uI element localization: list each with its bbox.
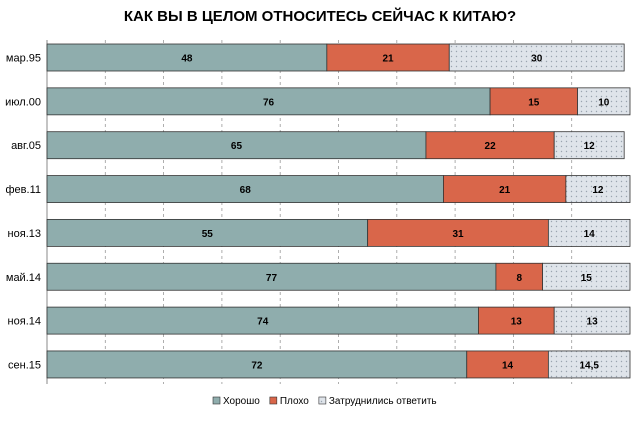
category-label: мар.95 [6,53,41,65]
data-label: 55 [202,229,214,240]
bar-segment [553,131,625,160]
bar-segment [547,218,631,247]
chart-title: КАК ВЫ В ЦЕЛОМ ОТНОСИТЕСЬ СЕЙЧАС К КИТАЮ… [123,8,517,25]
data-label: 72 [251,360,263,371]
data-label: 14 [584,229,596,240]
legend: Хорошо Плохо Затруднились ответить [212,396,437,407]
legend-label: Затруднились ответить [329,396,437,407]
data-label: 14,5 [579,360,599,371]
data-label: 12 [584,141,596,152]
category-label: авг.05 [11,140,41,152]
data-label: 31 [452,229,464,240]
data-label: 76 [263,97,275,108]
data-label: 14 [502,360,514,371]
bar-segment [46,175,444,203]
legend-label: Хорошо [223,396,260,407]
legend-swatch [318,396,327,405]
bar-segment [46,350,468,379]
data-label: 15 [581,273,593,284]
category-label: фев.11 [6,184,42,196]
bar-segment [565,175,631,203]
data-label: 21 [499,185,511,196]
data-label: 13 [511,317,523,328]
bar-segment [443,175,567,203]
bars: 48 21 30 76 15 10 65 22 12 68 21 12 55 31 14 77 8 15 74 13 1… [46,43,631,379]
data-label: 21 [382,54,394,65]
data-label: 12 [592,185,604,196]
data-label: 13 [587,317,599,328]
bar-segment [547,350,631,379]
bar-segment [46,218,369,247]
category-label: ноя.14 [8,316,41,328]
bar-segment [489,87,578,116]
data-label: 22 [485,141,497,152]
data-label: 65 [231,141,243,152]
category-label: сен.15 [8,359,41,371]
data-label: 68 [240,185,252,196]
data-label: 77 [266,273,278,284]
data-label: 48 [181,54,193,65]
bar-segment [367,218,549,247]
category-label: июл.00 [5,96,41,108]
legend-swatch [269,396,278,405]
bar-segment [46,131,427,160]
bar-segment [448,43,625,72]
legend-label: Плохо [280,396,309,407]
category-label: ноя.13 [8,228,41,240]
bar-segment [326,43,450,72]
category-label: май.14 [6,272,41,284]
bar-segment [495,262,543,291]
data-label: 15 [528,97,540,108]
bar-segment [46,262,497,291]
data-label: 8 [516,273,522,284]
bar-segment [46,43,328,72]
bar-segment [577,87,631,116]
category-labels: мар.95 июл.00 авг.05 фев.11 ноя.13 май.14 ноя.… [5,53,41,372]
data-label: 74 [257,317,269,328]
bar-segment [553,306,631,335]
data-label: 30 [531,54,543,65]
data-label: 10 [598,97,610,108]
bar-segment [46,306,479,335]
legend-swatch [212,396,221,405]
bar-segment [542,262,631,291]
